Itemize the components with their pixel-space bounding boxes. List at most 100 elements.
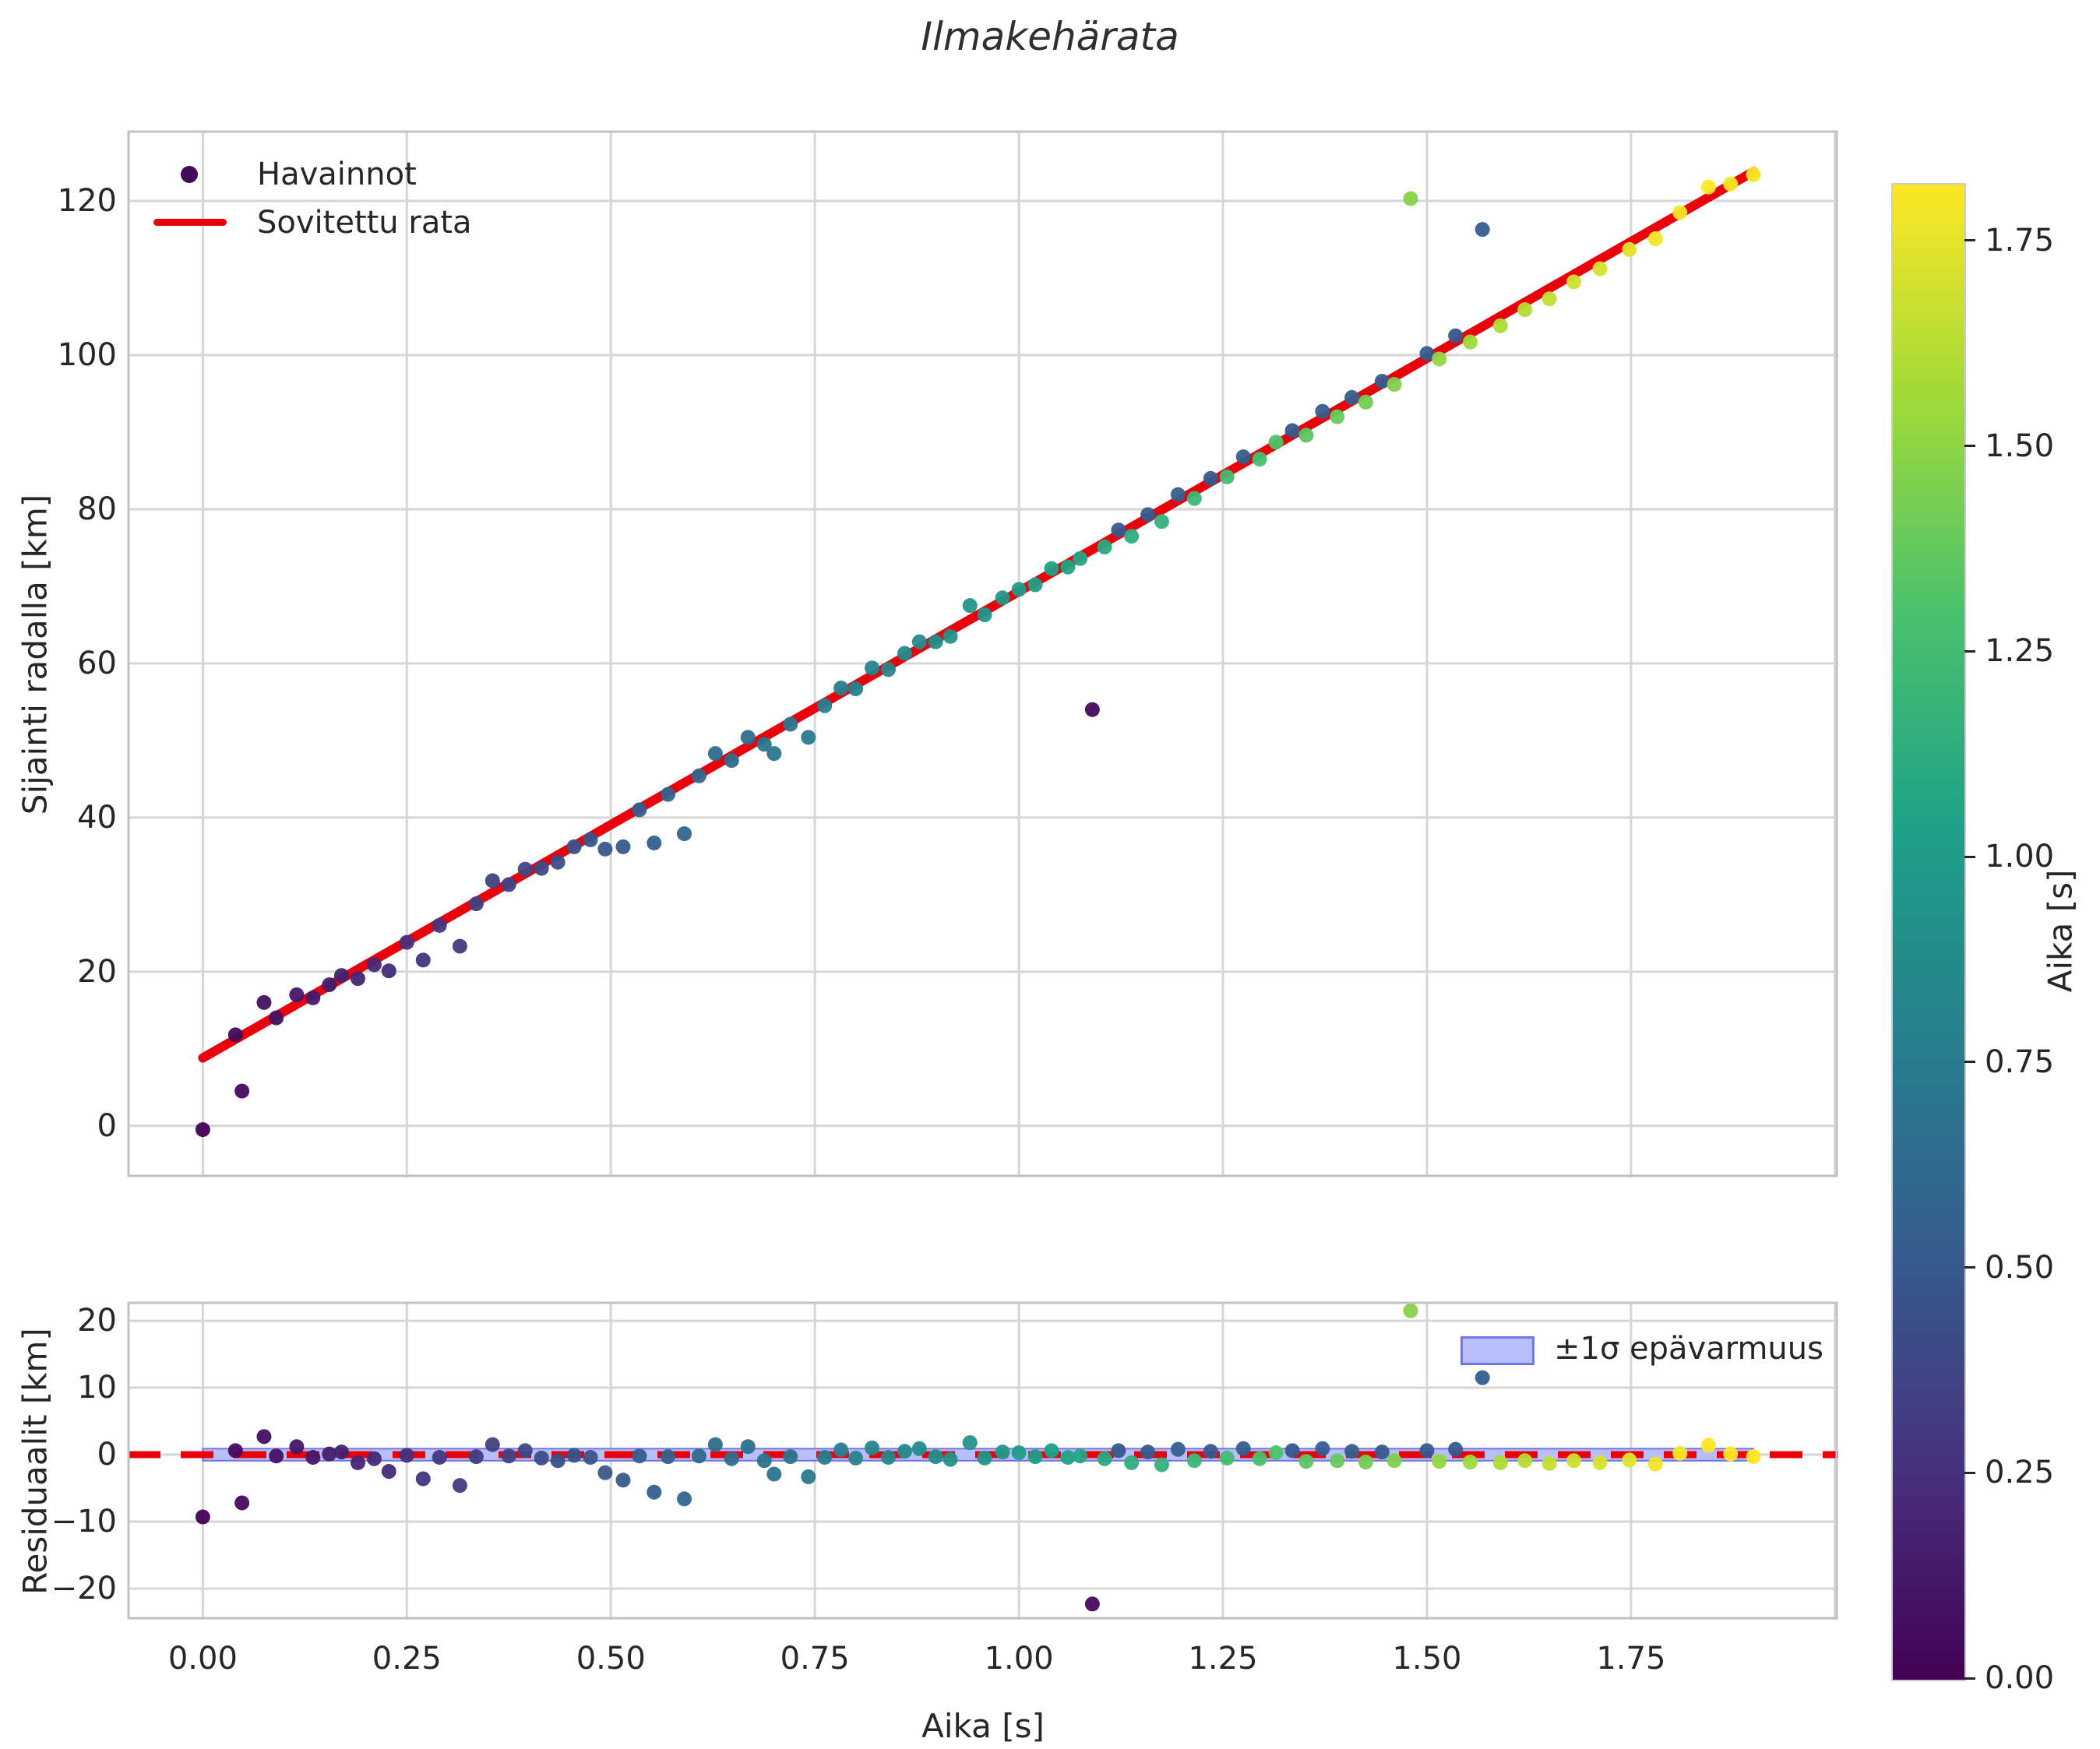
residual-point (691, 1448, 706, 1464)
observation-point (305, 990, 321, 1005)
observation-point (691, 768, 706, 783)
observation-point (1252, 452, 1267, 467)
colorbar-tick-label: 1.25 (1985, 633, 2055, 670)
residual-point (848, 1450, 864, 1466)
residual-point (501, 1448, 516, 1464)
colorbar-tick-label: 1.75 (1985, 222, 2055, 259)
observation-point (415, 952, 431, 968)
observation-point (1044, 561, 1059, 576)
observation-point (1358, 394, 1373, 410)
residual-point (517, 1443, 533, 1459)
residual-point (1700, 1438, 1716, 1453)
residual-point (1448, 1441, 1464, 1457)
observation-point (865, 660, 880, 676)
residual-point (227, 1443, 243, 1459)
observation-point (1330, 409, 1345, 424)
residual-point (1060, 1449, 1076, 1465)
residual-point (943, 1452, 958, 1467)
observation-point (517, 861, 533, 877)
residual-point (766, 1466, 782, 1482)
observation-point (227, 1027, 243, 1043)
colorbar-tick-label: 0.25 (1985, 1455, 2055, 1491)
observation-point (1542, 291, 1557, 307)
x-tick-label: 1.00 (984, 1641, 1054, 1677)
observation-point (897, 646, 912, 661)
x-tick-label: 0.25 (372, 1641, 442, 1677)
residual-point (322, 1446, 337, 1462)
residual-point (632, 1448, 647, 1464)
observation-point (256, 994, 272, 1010)
observation-point (289, 987, 305, 1002)
observation-point (597, 841, 613, 857)
observation-point (1235, 449, 1251, 465)
residual-point (1419, 1443, 1435, 1459)
figure-title: Ilmakehärata (921, 14, 1179, 59)
colorbar-label: Aika [s] (2041, 869, 2080, 993)
observation-point (1154, 514, 1169, 530)
observation-point (677, 826, 692, 842)
main-ytick-label: 60 (77, 645, 117, 681)
observation-point (724, 753, 739, 769)
main-plot (127, 130, 1838, 1177)
residual-point (305, 1449, 321, 1465)
observation-point (1723, 176, 1739, 192)
residual-point (1111, 1443, 1126, 1459)
residual-point (452, 1478, 467, 1494)
residual-point (1235, 1441, 1251, 1456)
residual-point (707, 1437, 723, 1452)
residual-point (1170, 1441, 1186, 1457)
observation-point (1268, 435, 1284, 450)
residual-point (1073, 1448, 1088, 1464)
residual-point (1746, 1449, 1761, 1465)
observation-point (1073, 551, 1088, 566)
residual-point (234, 1495, 250, 1511)
colorbar (1891, 183, 1966, 1681)
residual-ytick-label: −10 (51, 1504, 117, 1540)
residual-point (566, 1448, 582, 1463)
x-tick-label: 1.75 (1596, 1641, 1666, 1677)
residual-ytick-label: 0 (97, 1437, 117, 1473)
main-ytick-label: 40 (77, 799, 117, 836)
observation-point (1344, 389, 1360, 405)
residual-point (1027, 1449, 1043, 1465)
observation-point (1140, 507, 1156, 523)
observation-point (334, 968, 349, 984)
residual-point (880, 1449, 896, 1465)
residual-point (1186, 1453, 1202, 1469)
observation-point (381, 963, 396, 979)
colorbar-tick-label: 0.50 (1985, 1249, 2055, 1286)
residual-point (1492, 1455, 1508, 1470)
colorbar-tick-mark (1964, 1061, 1975, 1064)
observation-point (534, 860, 549, 876)
residual-point (1140, 1445, 1156, 1460)
residual-point (661, 1449, 676, 1465)
residual-point (1154, 1457, 1169, 1473)
residual-point (756, 1453, 772, 1469)
residual-point (1672, 1445, 1688, 1461)
observation-point (1284, 423, 1300, 438)
observation-point (468, 896, 484, 912)
observation-point (269, 1010, 284, 1026)
residual-point (1386, 1453, 1402, 1469)
observation-point (740, 730, 756, 745)
residual-point (1542, 1455, 1557, 1471)
observation-point (962, 598, 978, 614)
observation-point (848, 681, 864, 697)
residual-point (911, 1441, 927, 1456)
residual-point (1044, 1443, 1059, 1459)
residual-point (783, 1449, 798, 1465)
residual-point (597, 1465, 613, 1480)
residual-point (615, 1473, 631, 1488)
observation-point (432, 917, 447, 933)
observation-point (1374, 374, 1390, 389)
main-ytick-label: 100 (57, 337, 117, 373)
residual-point (833, 1442, 849, 1458)
residual-point (1403, 1303, 1418, 1318)
residual-point (269, 1448, 284, 1464)
colorbar-tick-mark (1964, 855, 1975, 858)
observation-point (1517, 302, 1533, 318)
x-tick-label: 1.50 (1392, 1641, 1462, 1677)
observation-point (1462, 334, 1478, 350)
observation-point (1097, 539, 1112, 554)
observation-point (1111, 523, 1126, 538)
